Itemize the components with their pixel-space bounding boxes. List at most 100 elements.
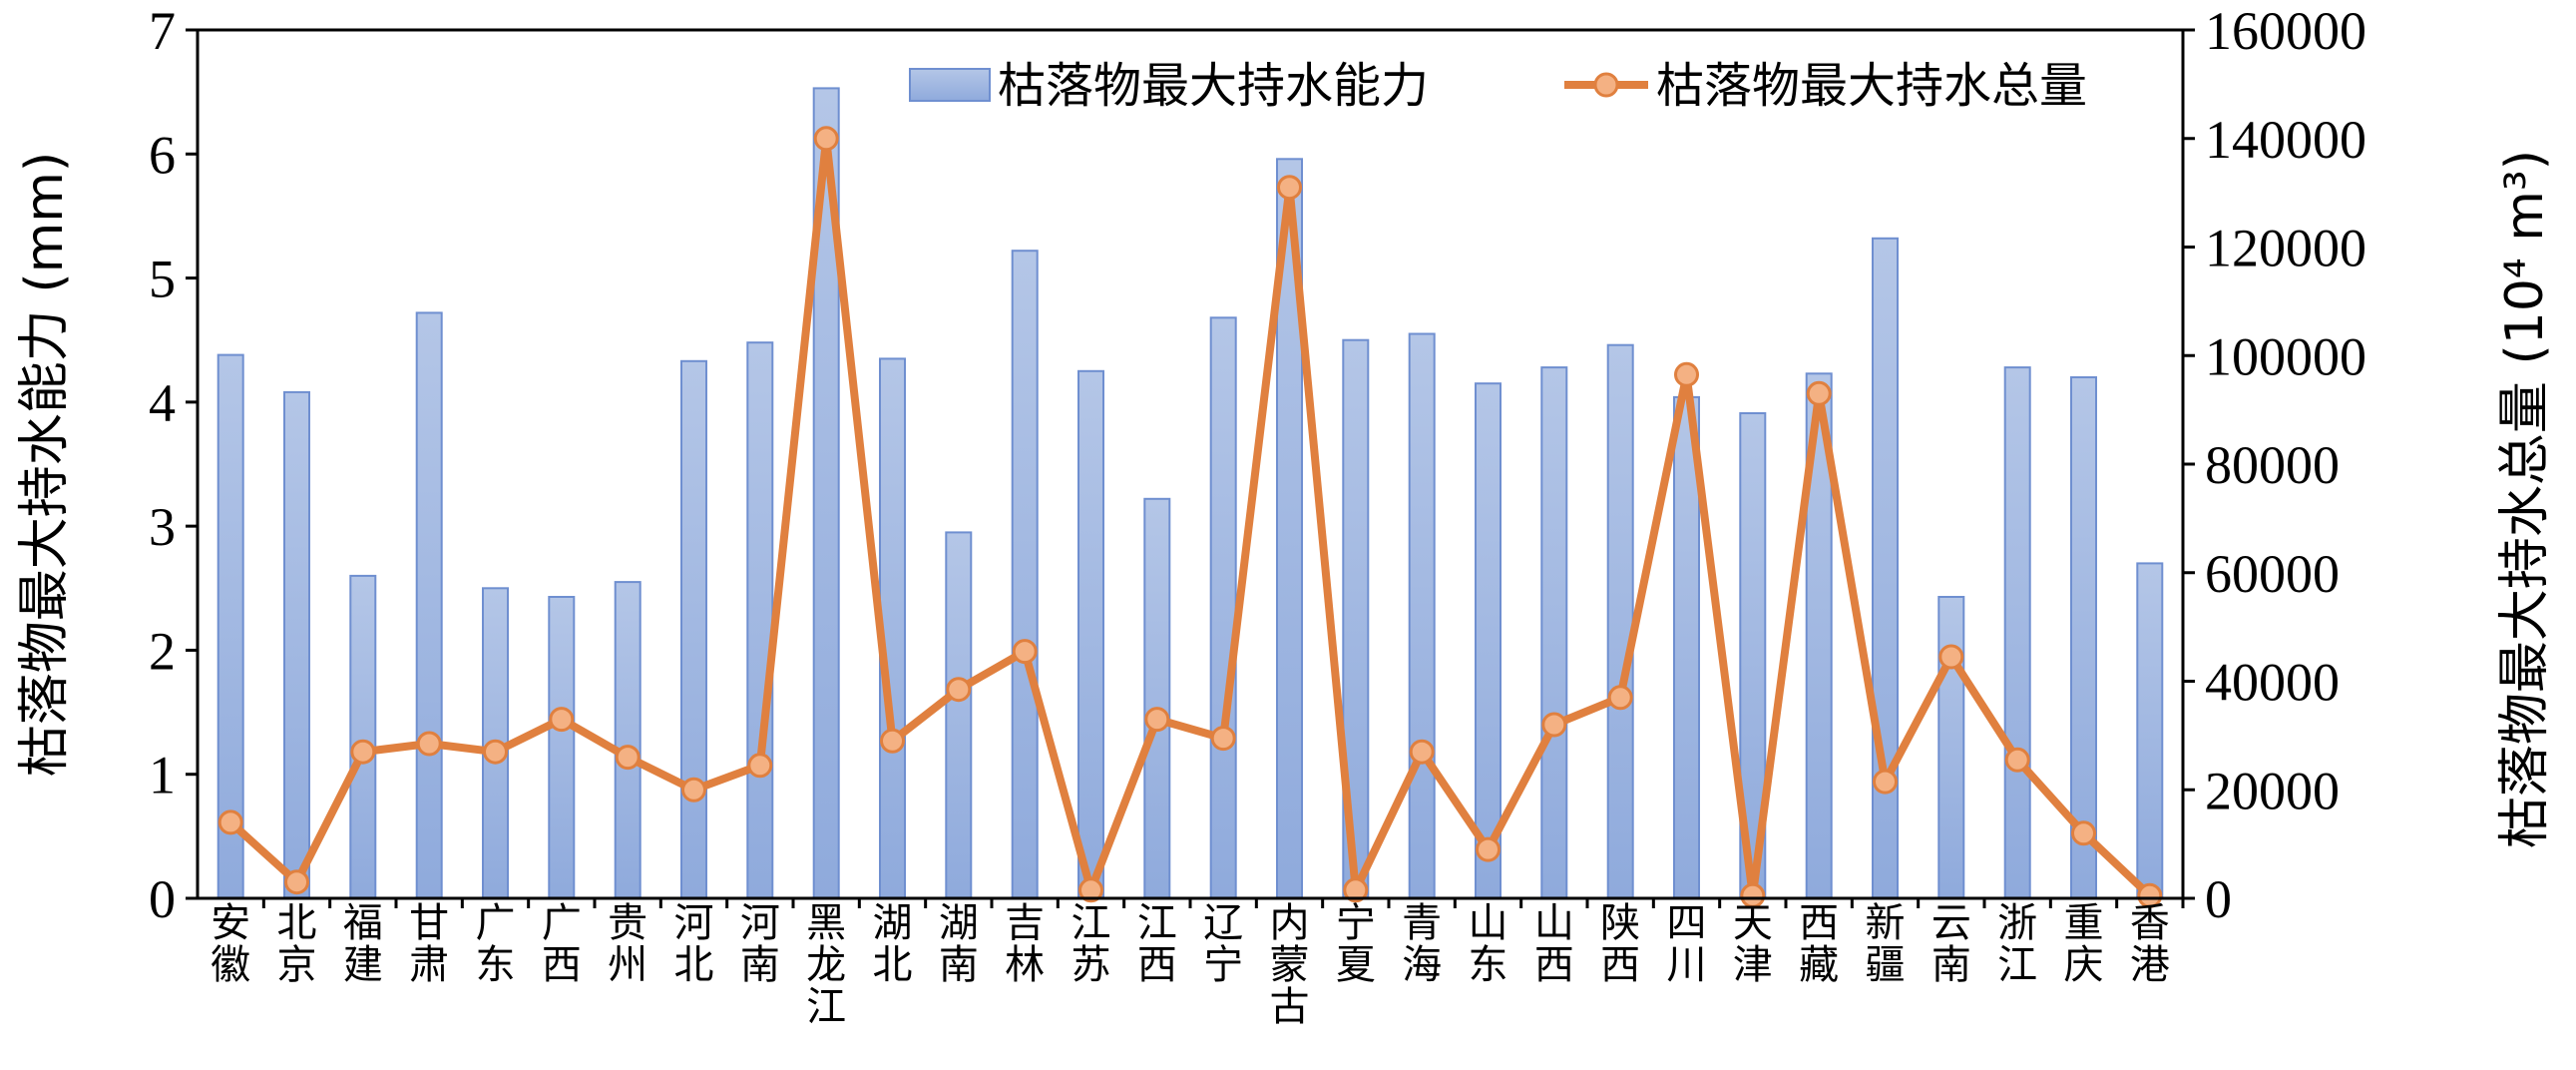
- right-axis-title: 枯落物最大持水总量 (10⁴ m³): [2495, 150, 2555, 848]
- category-label: 西藏: [1799, 900, 1839, 988]
- left-axis-title: 枯落物最大持水能力 (mm): [15, 152, 75, 777]
- bars-layer: [216, 87, 2164, 900]
- line-point-天津: [1740, 882, 1766, 908]
- category-label: 安徽: [211, 900, 250, 988]
- left-tick-label: 3: [149, 497, 176, 557]
- bar-北京: [283, 390, 310, 899]
- line-point-湖南: [946, 677, 972, 703]
- left-tick-label: 7: [149, 1, 176, 61]
- right-tick-label: 20000: [2205, 761, 2340, 820]
- line-point-贵州: [615, 745, 641, 771]
- category-label: 重庆: [2064, 900, 2104, 988]
- line-point-宁夏: [1343, 877, 1369, 903]
- category-label: 浙江: [1997, 900, 2037, 988]
- right-tick-label: 80000: [2205, 435, 2340, 495]
- bar-浙江: [2003, 366, 2031, 900]
- line-point-新疆: [1873, 769, 1898, 795]
- line-point-江苏: [1078, 877, 1103, 903]
- category-label: 贵州: [608, 900, 647, 988]
- line-point-北京: [284, 869, 309, 895]
- category-label: 江西: [1137, 900, 1177, 988]
- bar-陕西: [1606, 343, 1634, 899]
- legend: 枯落物最大持水能力 枯落物最大持水总量: [909, 58, 2087, 114]
- category-label: 黑龙江: [806, 900, 846, 1030]
- category-labels: 安徽北京福建甘肃广东广西贵州河北河南黑龙江湖北湖南吉林江苏江西辽宁内蒙古宁夏青海…: [211, 898, 2185, 1030]
- category-label: 山西: [1534, 900, 1574, 988]
- category-label: 山东: [1469, 900, 1508, 988]
- bar-重庆: [2070, 376, 2097, 899]
- bar-辽宁: [1209, 316, 1237, 899]
- category-label: 福建: [343, 900, 383, 988]
- bar-湖北: [879, 357, 906, 899]
- category-label: 青海: [1402, 900, 1442, 988]
- bar-山东: [1475, 382, 1502, 899]
- right-tick-label: 60000: [2205, 544, 2340, 604]
- line-point-广西: [549, 707, 575, 733]
- left-tick-label: 6: [149, 125, 176, 185]
- line-point-江西: [1144, 707, 1170, 733]
- category-label: 宁夏: [1336, 900, 1376, 988]
- category-label: 吉林: [1005, 900, 1045, 988]
- bar-新疆: [1872, 237, 1899, 900]
- right-tick-label: 40000: [2205, 653, 2340, 713]
- line-point-甘肃: [416, 731, 442, 757]
- left-tick-label: 4: [149, 373, 176, 433]
- bar-云南: [1937, 596, 1965, 899]
- line-point-河南: [747, 753, 773, 779]
- right-tick-label: 100000: [2205, 326, 2366, 386]
- line-point-黑龙江: [813, 126, 839, 152]
- legend-line-label: 枯落物最大持水总量: [1656, 58, 2087, 114]
- bar-山西: [1540, 366, 1568, 900]
- line-point-西藏: [1806, 380, 1832, 406]
- line-point-山东: [1476, 836, 1501, 862]
- category-label: 四川: [1667, 900, 1707, 988]
- category-label: 香港: [2130, 900, 2170, 988]
- right-tick-label: 160000: [2205, 1, 2366, 61]
- bar-江苏: [1077, 369, 1104, 899]
- category-label: 河北: [674, 900, 714, 988]
- left-tick-label: 0: [149, 869, 176, 929]
- category-label: 广西: [542, 900, 582, 988]
- line-point-香港: [2137, 882, 2163, 908]
- right-tick-label: 140000: [2205, 110, 2366, 170]
- line-total-capacity: [227, 134, 2153, 900]
- line-point-辽宁: [1210, 726, 1236, 752]
- category-label: 甘肃: [409, 900, 449, 988]
- bar-河北: [680, 359, 707, 899]
- legend-line-marker: [1593, 72, 1619, 98]
- bar-青海: [1408, 332, 1436, 899]
- line-point-福建: [350, 739, 376, 765]
- bar-香港: [2136, 562, 2164, 900]
- line-series-layer: [217, 126, 2163, 908]
- line-point-云南: [1938, 644, 1964, 670]
- left-tick-label: 5: [149, 250, 176, 309]
- category-label: 陕西: [1600, 900, 1640, 988]
- line-point-湖北: [880, 728, 905, 754]
- category-label: 湖北: [873, 900, 913, 988]
- line-point-陕西: [1607, 685, 1633, 711]
- line-point-内蒙古: [1277, 175, 1302, 201]
- category-label: 北京: [277, 900, 317, 988]
- right-axis: 0 20000 40000 60000 80000 100000 120000 140000 1…: [2183, 1, 2366, 929]
- category-label: 天津: [1733, 900, 1773, 988]
- line-point-广东: [483, 739, 508, 765]
- line-point-四川: [1674, 361, 1699, 387]
- category-label: 江苏: [1072, 900, 1111, 988]
- category-label: 广东: [476, 900, 516, 988]
- category-label: 内蒙古: [1270, 900, 1310, 1030]
- right-tick-label: 120000: [2205, 219, 2366, 278]
- line-point-河北: [681, 777, 706, 802]
- category-label: 新疆: [1866, 900, 1906, 988]
- line-point-安徽: [217, 809, 243, 835]
- line-point-重庆: [2071, 820, 2096, 846]
- bar-湖南: [945, 531, 973, 900]
- left-tick-label: 1: [149, 746, 176, 805]
- category-label: 云南: [1932, 900, 1971, 988]
- right-tick-label: 0: [2205, 869, 2232, 929]
- legend-bar-label: 枯落物最大持水能力: [998, 58, 1429, 114]
- category-label: 河南: [740, 900, 780, 988]
- bar-甘肃: [415, 311, 443, 899]
- bar-广西: [548, 596, 576, 899]
- line-point-吉林: [1012, 639, 1038, 665]
